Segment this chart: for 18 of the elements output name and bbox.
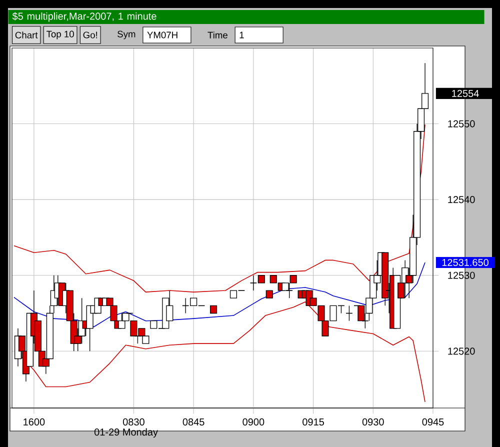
x-tick-label: 0900: [242, 418, 264, 426]
text: 12554: [452, 90, 479, 98]
x-tick-label: 0915: [302, 418, 324, 426]
text: 12531.650: [442, 258, 488, 266]
x-tick-label: 0945: [422, 418, 444, 426]
text: Top 10: [46, 30, 74, 40]
text: 1: [240, 32, 244, 38]
text: Go!: [83, 32, 98, 38]
text: YM07H: [147, 32, 178, 38]
text: Time: [208, 32, 228, 38]
x-tick-label: 0845: [182, 418, 204, 426]
chart-title: $5 multiplier,Mar-2007, 1 minute: [12, 12, 156, 22]
x-tick-label: 0830: [122, 418, 144, 426]
x-tick-label: 0930: [362, 418, 384, 426]
text: Sym: [118, 30, 136, 40]
x-tick-label: 1600: [24, 418, 45, 426]
text: Chart: [15, 32, 38, 38]
text: 01-29 Monday: [94, 428, 158, 438]
